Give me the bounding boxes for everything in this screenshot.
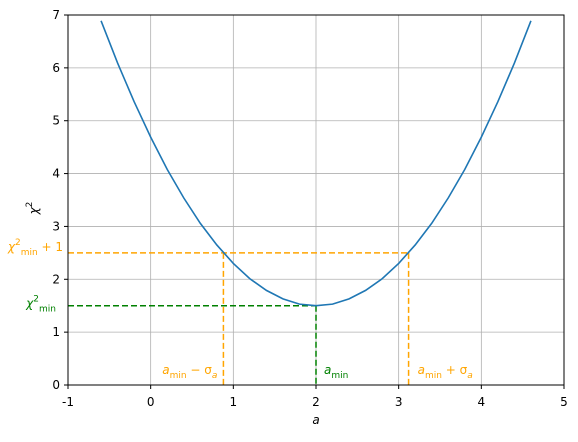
x-tick-label: 3 (395, 395, 403, 409)
annotation-part: min (170, 371, 187, 381)
x-tick-label: 0 (147, 395, 155, 409)
annotation-part: χ (7, 240, 16, 254)
x-axis-label: a (312, 413, 319, 427)
annotation-part: min (331, 371, 348, 381)
x-tick-label: 4 (478, 395, 486, 409)
y-tick-label: 6 (52, 61, 60, 75)
annotation-part: a (467, 371, 473, 381)
y-tick-label: 3 (52, 219, 60, 233)
annotation-part: a (418, 363, 425, 377)
y-axis-label: χ2 (25, 202, 41, 216)
x-tick-label: 1 (230, 395, 238, 409)
annotation: amin − σa (162, 363, 217, 381)
annotation-part: min (39, 305, 56, 315)
annotation-part: 2 (33, 295, 39, 305)
curve (100, 20, 532, 307)
annotation: χ2min + 1 (7, 238, 63, 258)
annotation-part: + 1 (38, 240, 63, 254)
x-tick-label: -1 (62, 395, 74, 409)
y-tick-label: 7 (52, 8, 60, 22)
annotation-part: a (162, 363, 169, 377)
x-tick-label: 5 (560, 395, 568, 409)
annotation-part: − σ (187, 363, 213, 377)
y-tick-label: 2 (52, 272, 60, 286)
annotation-part: + σ (442, 363, 468, 377)
x-tick-label: 2 (312, 395, 320, 409)
y-tick-label: 0 (52, 378, 60, 392)
annotation-part: 2 (15, 238, 21, 248)
annotation: amin + σa (418, 363, 473, 381)
y-axis-label-part: χ (27, 206, 41, 215)
annotation: amin (324, 363, 348, 381)
annotation-part: min (425, 371, 442, 381)
y-tick-label: 4 (52, 167, 60, 181)
annotation-part: a (212, 371, 218, 381)
annotation-part: min (21, 248, 38, 258)
y-tick-label: 1 (52, 325, 60, 339)
plot-frame (67, 14, 565, 386)
annotation: χ2min (25, 295, 56, 315)
y-tick-label: 5 (52, 114, 60, 128)
annotation-part: a (324, 363, 331, 377)
annotation-part: χ (25, 297, 34, 311)
y-axis-label-part: 2 (25, 202, 35, 208)
